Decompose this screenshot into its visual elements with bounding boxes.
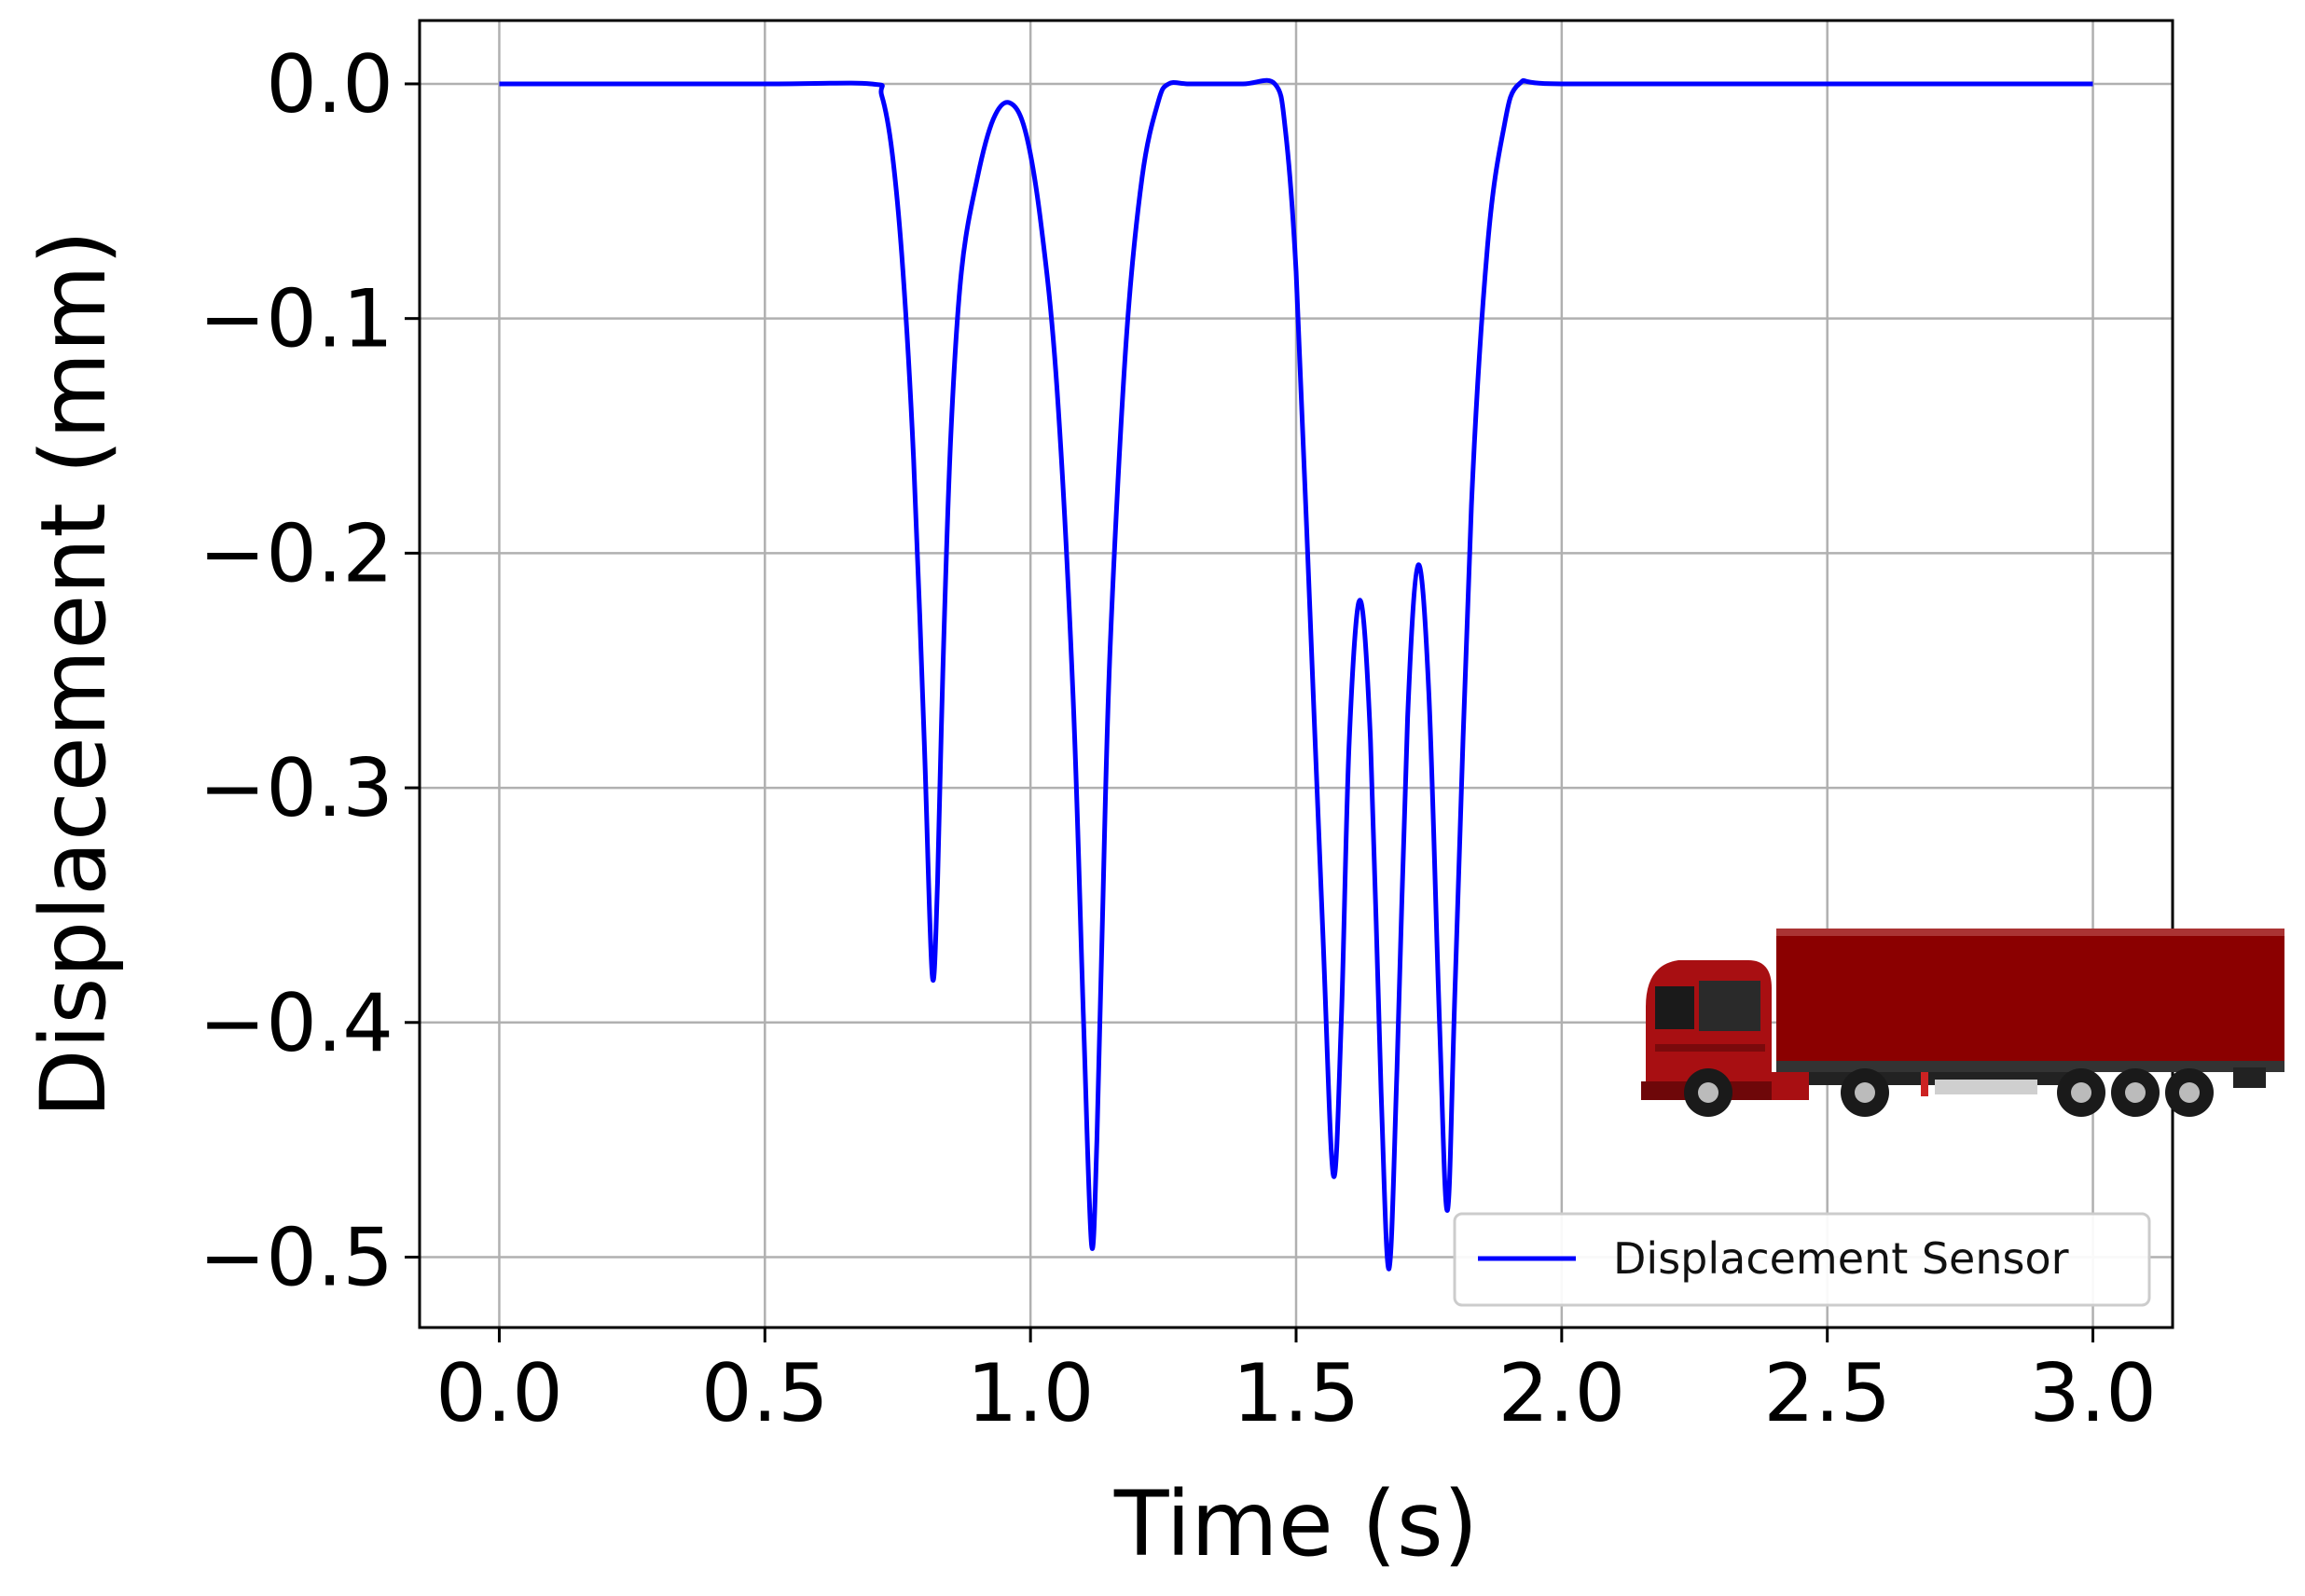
legend: Displacement Sensor bbox=[1453, 1212, 2151, 1307]
y-tick-label: −0.5 bbox=[199, 1211, 393, 1304]
truck-icon bbox=[1641, 929, 2284, 1117]
x-tick-label: 0.5 bbox=[701, 1347, 829, 1440]
y-axis-title: Displacement (mm) bbox=[21, 230, 126, 1118]
x-tick-label: 1.5 bbox=[1233, 1347, 1360, 1440]
y-tick-label: −0.1 bbox=[199, 273, 393, 366]
x-tick-label: 2.5 bbox=[1763, 1347, 1891, 1440]
y-tick-label: −0.2 bbox=[199, 507, 393, 600]
x-tick-label: 3.0 bbox=[2029, 1347, 2157, 1440]
x-axis-ticks: 0.0 0.5 1.0 1.5 2.0 2.5 3.0 bbox=[435, 1328, 2157, 1440]
y-tick-label: −0.4 bbox=[199, 977, 393, 1070]
y-axis-ticks: 0.0 −0.1 −0.2 −0.3 −0.4 −0.5 bbox=[199, 38, 420, 1304]
series-line-displacement-sensor bbox=[499, 77, 2093, 1272]
legend-label: Displacement Sensor bbox=[1613, 1233, 2069, 1284]
x-axis-title: Time (s) bbox=[1113, 1472, 1478, 1576]
series-layer bbox=[499, 77, 2093, 1272]
legend-box bbox=[1453, 1212, 2151, 1307]
y-tick-label: −0.3 bbox=[199, 742, 393, 835]
x-tick-label: 0.0 bbox=[435, 1347, 563, 1440]
x-tick-label: 2.0 bbox=[1498, 1347, 1625, 1440]
x-tick-label: 1.0 bbox=[967, 1347, 1095, 1440]
y-tick-label: 0.0 bbox=[266, 38, 393, 131]
